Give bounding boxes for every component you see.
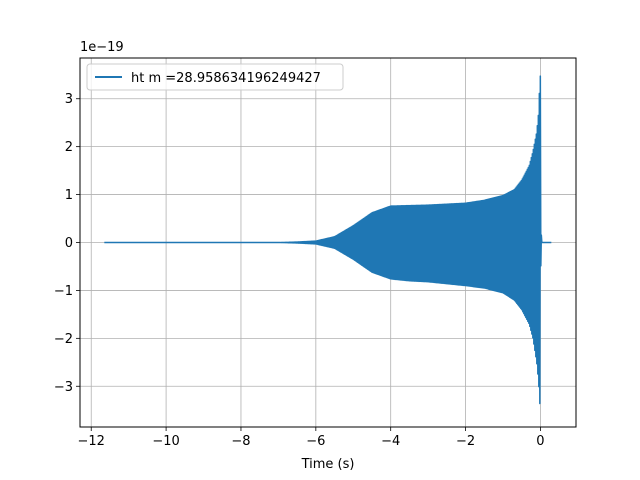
y-tick-label: 3: [65, 92, 73, 107]
y-tick-label: 0: [65, 236, 73, 251]
x-axis-label: Time (s): [301, 457, 355, 472]
x-tick-label: −6: [306, 434, 325, 449]
series-line: [104, 75, 552, 405]
y-tick-label: −1: [54, 284, 73, 299]
y-offset-label: 1e−19: [80, 40, 124, 55]
x-axis-ticks: −12 −10 −8 −6 −4 −2 0: [78, 427, 545, 449]
legend-entry-label: ht m =28.958634196249427: [131, 71, 321, 86]
y-tick-label: −2: [54, 332, 73, 347]
x-tick-label: −4: [381, 434, 400, 449]
legend: ht m =28.958634196249427: [86, 63, 344, 91]
x-tick-label: −12: [78, 434, 105, 449]
x-tick-label: −10: [152, 434, 179, 449]
y-tick-label: 2: [65, 140, 73, 155]
legend-box: [86, 63, 344, 91]
x-tick-label: −8: [231, 434, 250, 449]
y-tick-label: 1: [65, 188, 73, 203]
plot-area: [104, 75, 552, 405]
x-tick-label: 0: [536, 434, 544, 449]
y-tick-label: −3: [54, 380, 73, 395]
y-axis-ticks: −3 −2 −1 0 1 2 3: [54, 92, 80, 395]
x-tick-label: −2: [456, 434, 475, 449]
